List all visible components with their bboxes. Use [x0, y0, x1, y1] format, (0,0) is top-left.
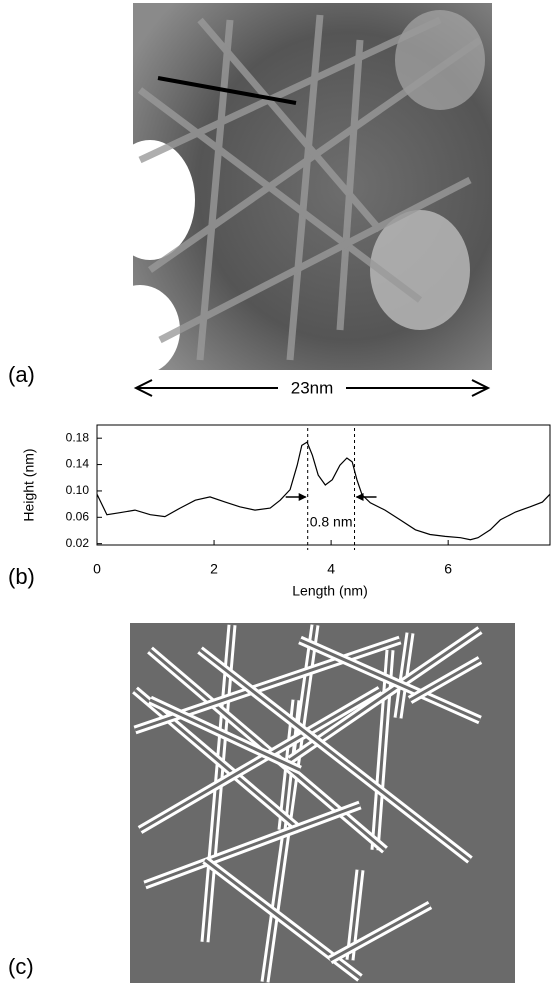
- x-tick-label: 4: [327, 561, 335, 577]
- panel-label: (b): [8, 564, 35, 589]
- arrowhead: [356, 493, 364, 501]
- y-tick-label: 0.10: [66, 483, 90, 497]
- panel-label: (a): [8, 362, 35, 387]
- annotation: 0.8 nm: [310, 514, 353, 530]
- x-tick-label: 0: [93, 561, 101, 577]
- y-tick-label: 0.06: [66, 509, 90, 523]
- x-tick-label: 6: [444, 561, 452, 577]
- afm-image: [100, 3, 492, 375]
- y-tick-label: 0.14: [66, 457, 90, 471]
- y-tick-label: 0.02: [66, 536, 90, 550]
- y-axis-label: Height (nm): [21, 448, 37, 521]
- panel-label: (c): [8, 954, 34, 979]
- y-tick-label: 0.18: [66, 430, 90, 444]
- arrowhead: [299, 493, 307, 501]
- x-tick-label: 2: [210, 561, 218, 577]
- figure: (a) 23nm (b) Length (nm) Height (nm) (c)…: [0, 0, 556, 988]
- x-axis-label: Length (nm): [292, 583, 367, 599]
- scale-label: 23nm: [291, 378, 334, 397]
